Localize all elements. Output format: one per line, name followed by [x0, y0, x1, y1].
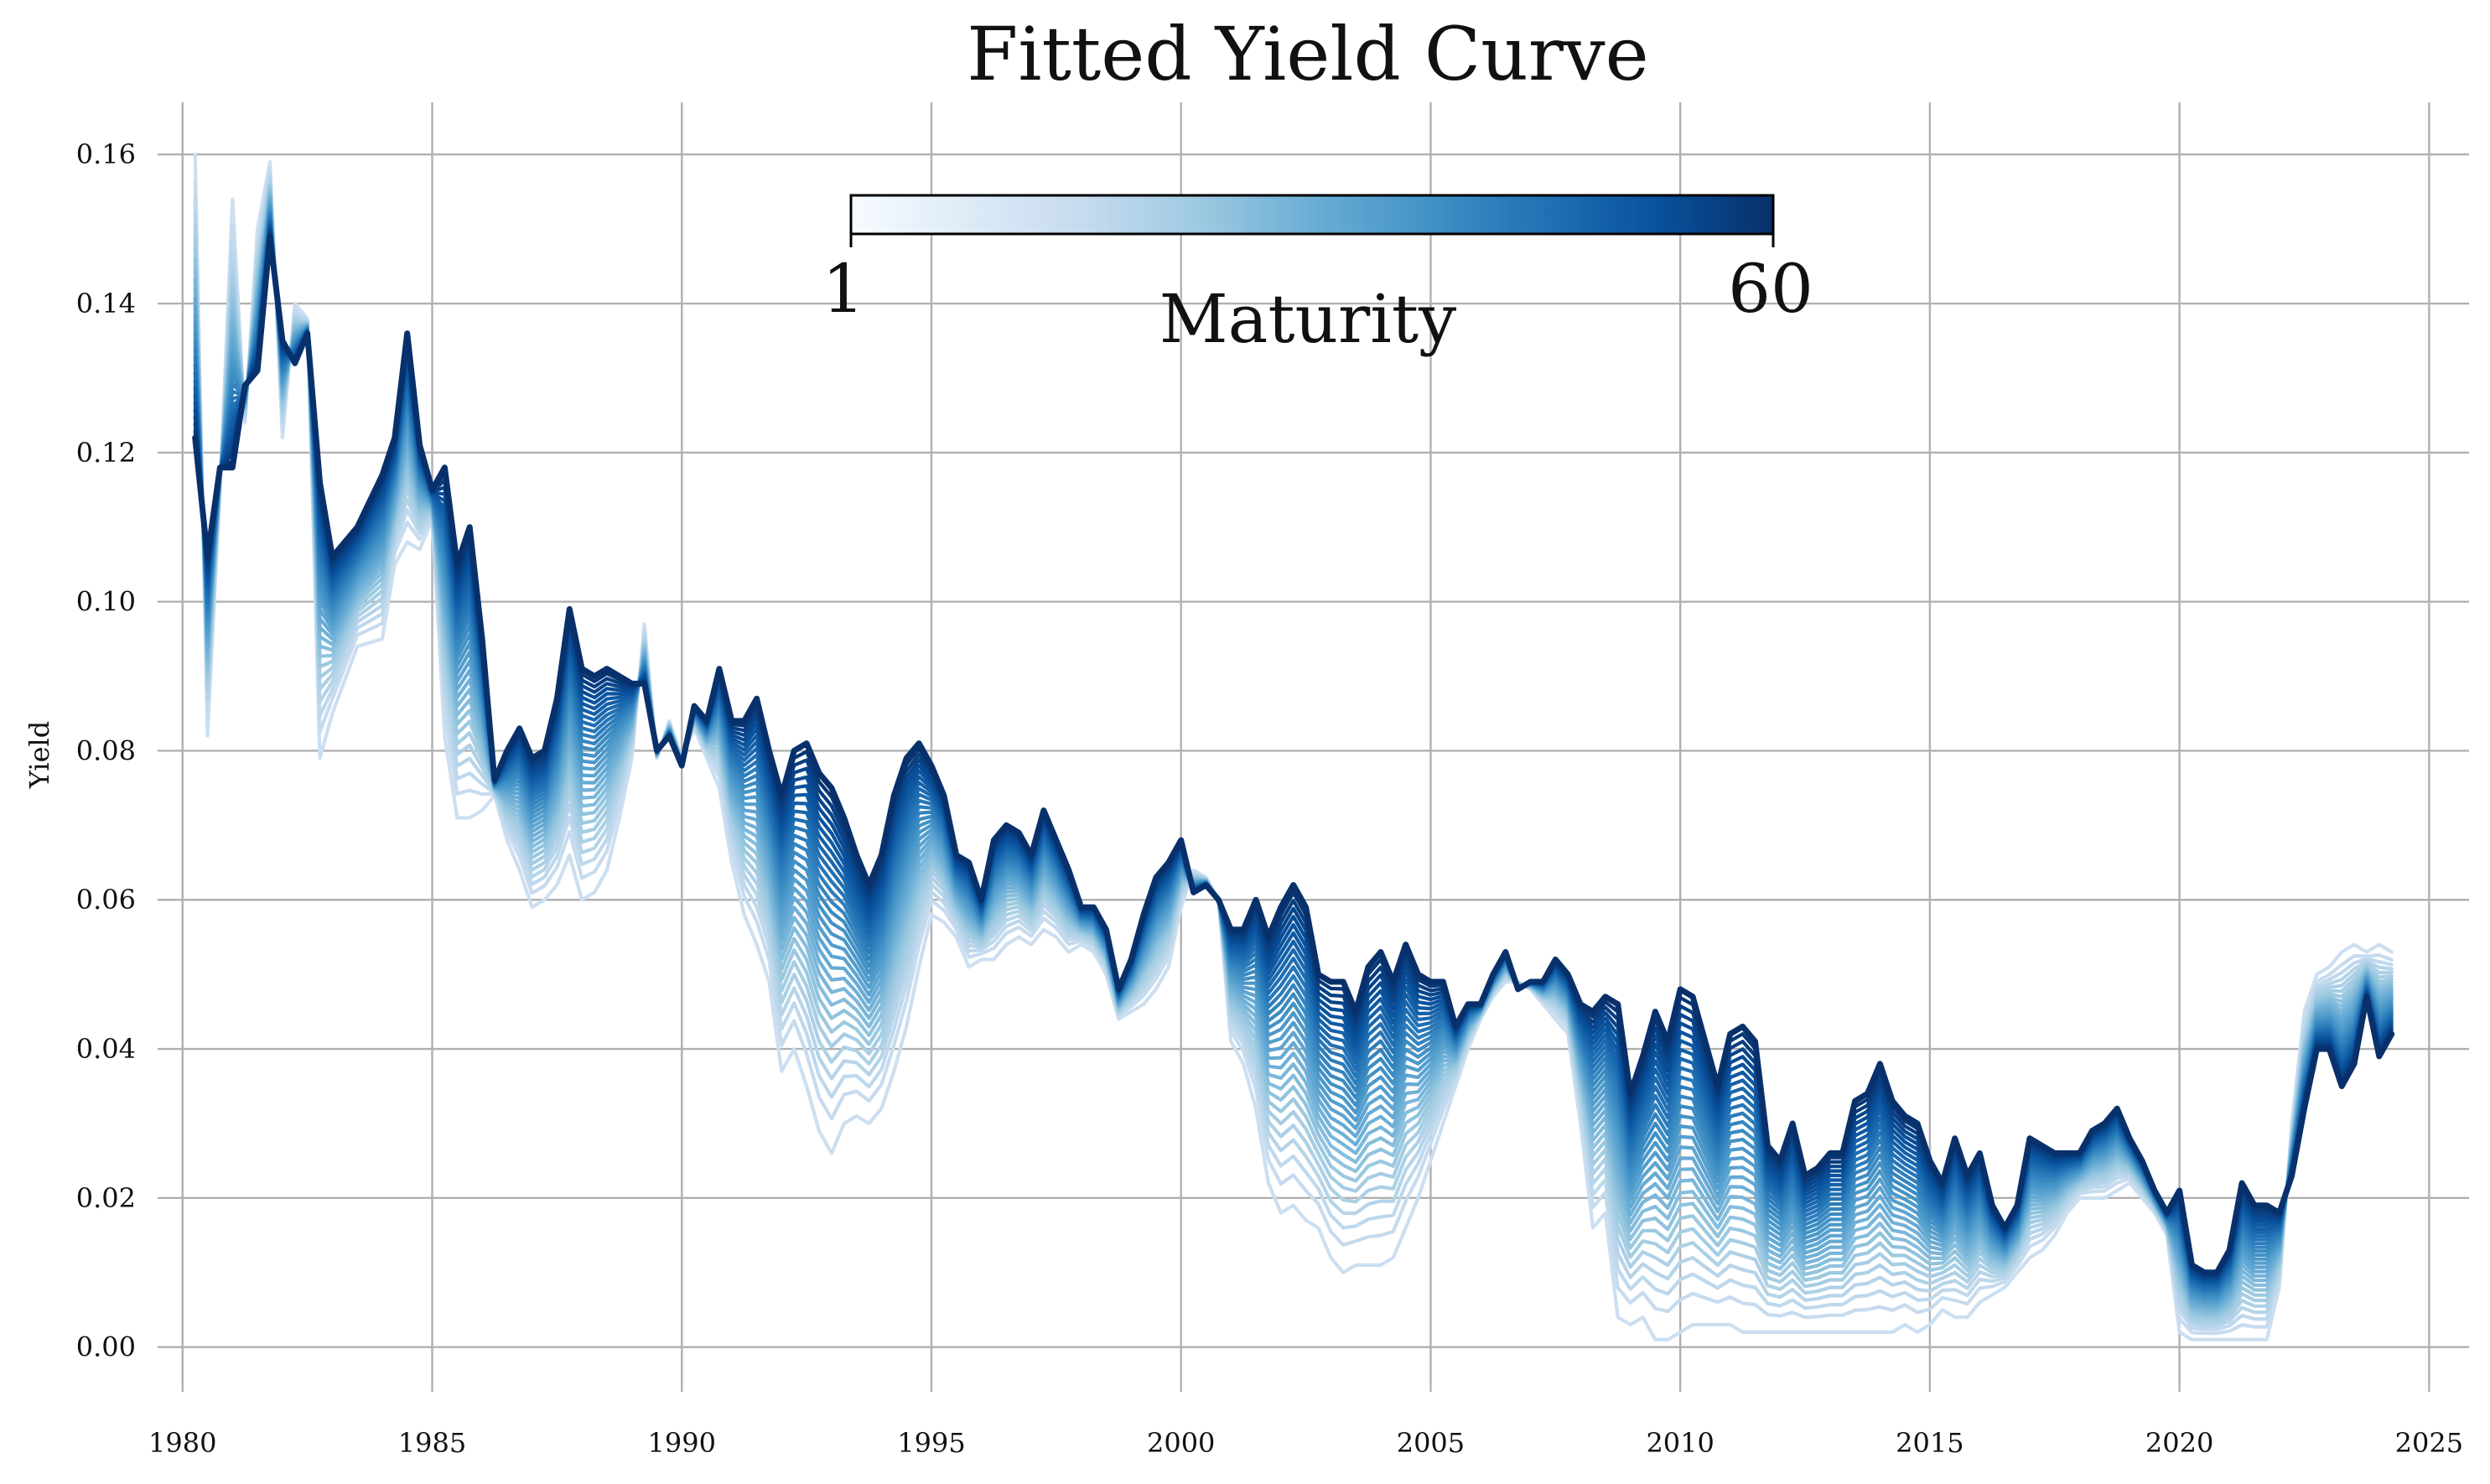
maturity-series-line: [192, 233, 2395, 1276]
colorbar-gradient: [849, 194, 1775, 236]
series-lines: [192, 153, 2395, 1341]
x-tick-label: 2015: [1896, 1427, 1963, 1459]
x-tick-label: 1980: [148, 1427, 216, 1459]
x-tick-label: 1990: [648, 1427, 716, 1459]
y-tick-label: 0.16: [76, 138, 136, 170]
x-tick-label: 2005: [1397, 1427, 1465, 1459]
y-tick-label: 0.14: [76, 288, 136, 319]
x-tick-label: 2000: [1147, 1427, 1215, 1459]
colorbar-label: Maturity: [1159, 280, 1456, 358]
y-tick-label: 0.04: [76, 1033, 136, 1065]
maturity-series-line: [193, 171, 2394, 1331]
x-tick-label: 2020: [2145, 1427, 2213, 1459]
y-tick-label: 0.06: [76, 884, 136, 916]
y-axis-label: Yield: [23, 721, 55, 789]
x-tick-label: 1985: [398, 1427, 466, 1459]
maturity-series-line: [193, 167, 2394, 1336]
tick-labels: 1980 1985 1990 1995 2000 2005 2010 2015 2020 2025…: [76, 138, 2463, 1459]
colorbar-max-label: 60: [1728, 250, 1813, 328]
x-tick-label: 1995: [897, 1427, 965, 1459]
y-tick-label: 0.10: [76, 586, 136, 618]
x-tick-label: 2025: [2395, 1427, 2463, 1459]
x-tick-label: 2010: [1646, 1427, 1714, 1459]
colorbar: 1 60 Maturity: [822, 194, 1813, 358]
y-tick-label: 0.00: [76, 1331, 136, 1363]
maturity-series-line: [193, 153, 2394, 1341]
y-tick-label: 0.08: [76, 734, 136, 766]
maturity-series-line: [193, 229, 2394, 1279]
chart-title: Fitted Yield Curve: [967, 11, 1648, 97]
y-tick-label: 0.02: [76, 1182, 136, 1214]
y-tick-label: 0.12: [76, 437, 136, 469]
maturity-series-line: [193, 179, 2394, 1325]
maturity-series-line: [193, 175, 2394, 1328]
colorbar-min-label: 1: [822, 250, 865, 328]
